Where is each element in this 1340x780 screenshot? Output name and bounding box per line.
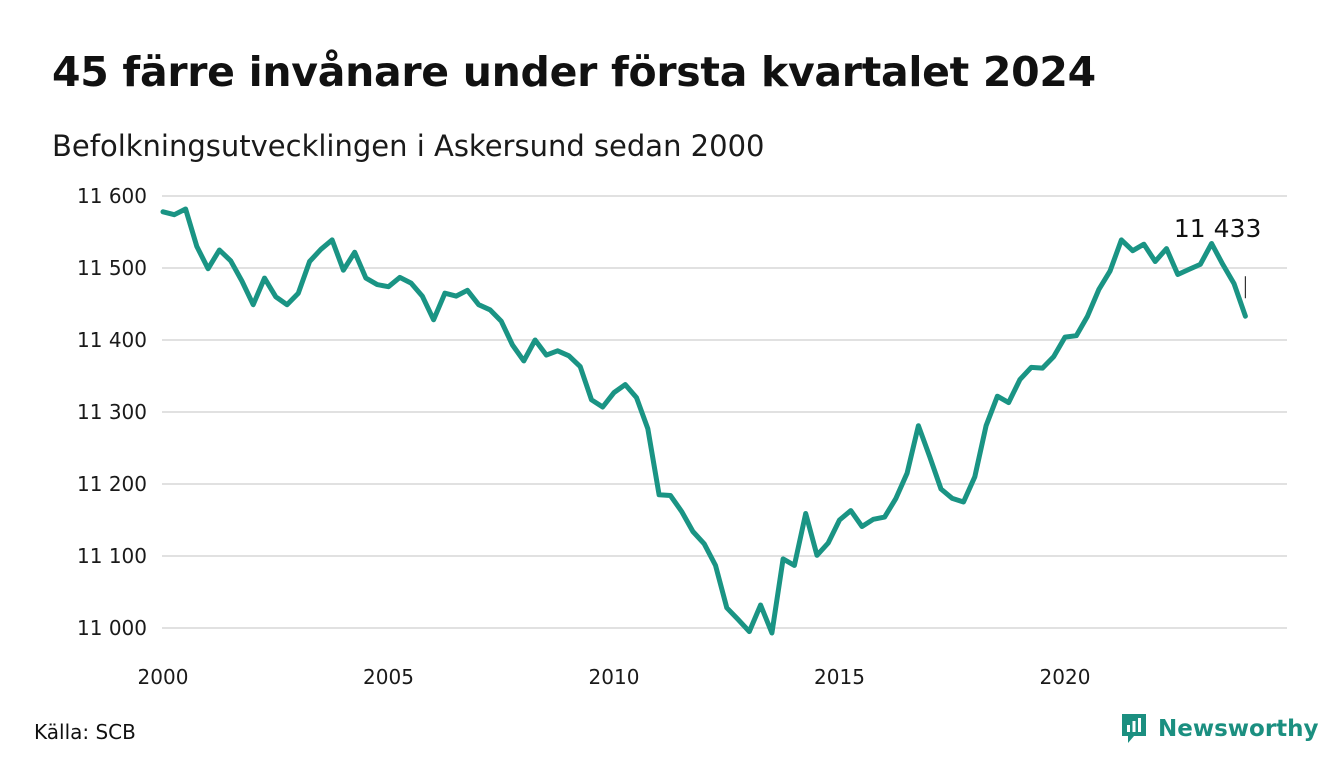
y-tick-label: 11 000 — [77, 616, 147, 640]
y-tick-label: 11 500 — [77, 256, 147, 280]
series-line — [160, 206, 1248, 636]
chart-subtitle: Befolkningsutvecklingen i Askersund seda… — [52, 129, 765, 163]
chart-title: 45 färre invånare under första kvartalet… — [52, 48, 1096, 96]
x-tick-label: 2010 — [589, 665, 640, 689]
x-tick-label: 2015 — [814, 665, 865, 689]
source-note: Källa: SCB — [34, 720, 136, 744]
brand-name: Newsworthy — [1158, 716, 1319, 742]
x-axis-ticks: 2000 2005 2010 2015 2020 — [138, 665, 1091, 689]
gridlines — [162, 195, 1287, 629]
y-tick-label: 11 300 — [77, 400, 147, 424]
y-tick-label: 11 400 — [77, 328, 147, 352]
newsworthy-logo-icon — [1122, 714, 1146, 743]
brand-logo: Newsworthy — [1120, 712, 1319, 746]
x-tick-label: 2005 — [363, 665, 414, 689]
end-value-label: 11 433 — [1174, 214, 1261, 243]
x-tick-label: 2020 — [1040, 665, 1091, 689]
y-tick-label: 11 600 — [77, 184, 147, 208]
y-tick-label: 11 200 — [77, 472, 147, 496]
y-axis-ticks: 11 600 11 500 11 400 11 300 11 200 11 100 11 0… — [77, 184, 147, 640]
y-tick-label: 11 100 — [77, 544, 147, 568]
x-tick-label: 2000 — [138, 665, 189, 689]
